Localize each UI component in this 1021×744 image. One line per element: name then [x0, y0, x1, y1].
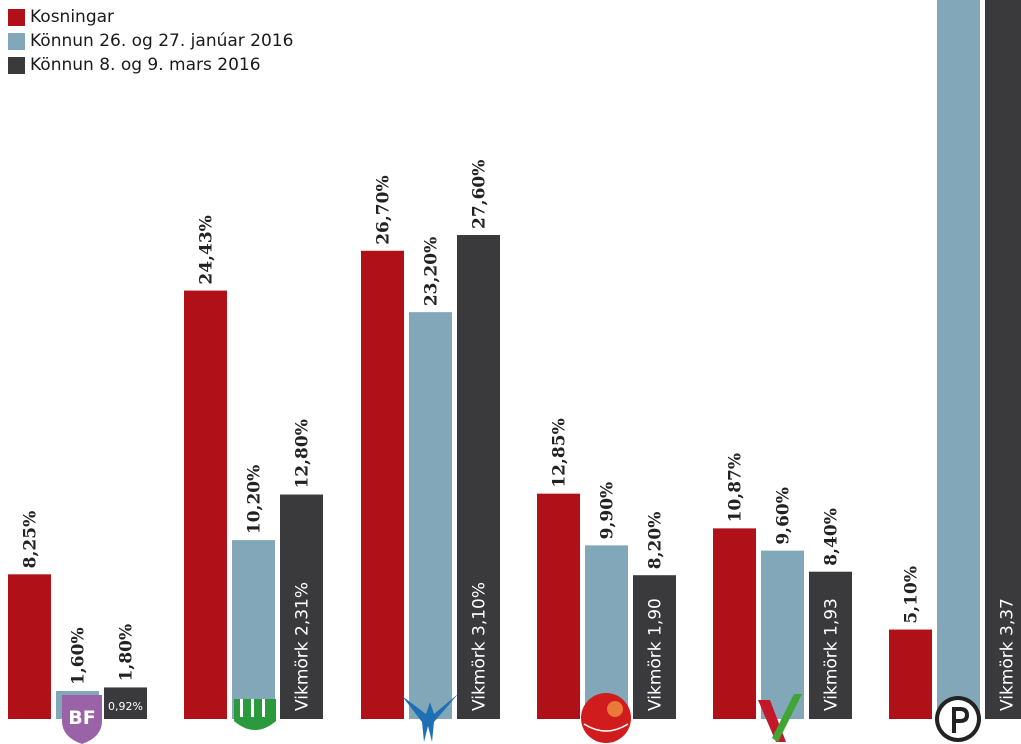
value-label-konnun-januar-3: 23,20%	[422, 237, 442, 306]
bf-logo-icon: BF	[62, 695, 102, 744]
bar-kosningar-1	[8, 574, 51, 719]
bar-konnun-januar-4	[585, 545, 628, 719]
legend-item-konnun-januar: Könnun 26. og 27. janúar 2016	[8, 29, 293, 53]
logos-layer: BF	[62, 693, 981, 744]
margin-of-error-label-4: Vikmörk 1,90	[646, 598, 666, 711]
value-label-kosningar-3: 26,70%	[374, 175, 394, 244]
value-label-kosningar-4: 12,85%	[550, 418, 570, 487]
value-label-konnun-mars-4: 8,20%	[646, 512, 666, 570]
value-label-konnun-januar-1: 1,60%	[69, 627, 89, 685]
margin-of-error-label-3: Vikmörk 3,10%	[470, 582, 490, 711]
margin-of-error-label-2: Vikmörk 2,31%	[293, 582, 313, 711]
value-label-konnun-januar-4: 9,90%	[598, 482, 618, 540]
svg-text:BF: BF	[68, 707, 95, 729]
rose-logo-icon	[581, 693, 631, 743]
legend-label-kosningar: Kosningar	[30, 7, 115, 27]
legend-item-kosningar: Kosningar	[8, 5, 293, 29]
bar-kosningar-4	[537, 493, 580, 719]
value-label-kosningar-2: 24,43%	[197, 215, 217, 284]
value-label-konnun-mars-2: 12,80%	[293, 419, 313, 488]
legend-label-konnun-januar: Könnun 26. og 27. janúar 2016	[30, 31, 294, 51]
bar-kosningar-6	[889, 629, 932, 719]
value-label-konnun-januar-2: 10,20%	[245, 465, 265, 534]
bar-konnun-mars-3	[457, 234, 500, 720]
margin-of-error-label-1: 0,92%	[108, 700, 143, 713]
pirate-logo-icon	[935, 696, 981, 742]
bar-konnun-mars-5	[809, 571, 852, 719]
legend-swatch-konnun-januar	[8, 32, 25, 50]
margin-of-error-label-5: Vikmörk 1,93	[822, 598, 842, 711]
value-label-kosningar-1: 8,25%	[21, 511, 41, 569]
bar-konnun-januar-3	[409, 312, 452, 719]
legend-swatch-konnun-mars	[8, 56, 25, 74]
bar-kosningar-2	[184, 290, 227, 719]
bar-konnun-mars-6	[985, 0, 1021, 719]
value-label-konnun-januar-5: 9,60%	[774, 487, 794, 545]
bar-konnun-januar-6	[937, 0, 980, 719]
bars-layer	[8, 0, 1021, 720]
bar-konnun-mars-2	[280, 494, 323, 719]
bar-konnun-januar-5	[761, 550, 804, 719]
value-label-konnun-mars-1: 1,80%	[117, 624, 137, 682]
labels-layer: 8,25% 1,60% 1,80% 0,92% 24,43% 10,20% 12,80% Vi…	[21, 160, 1018, 713]
value-label-kosningar-5: 10,87%	[726, 453, 746, 522]
legend-swatch-kosningar	[8, 8, 25, 26]
bar-konnun-januar-2	[232, 540, 275, 719]
bar-konnun-mars-4	[633, 575, 676, 719]
bar-kosningar-3	[361, 250, 404, 719]
falcon-logo-icon	[402, 694, 458, 742]
legend-item-konnun-mars: Könnun 8. og 9. mars 2016	[8, 53, 293, 77]
value-label-konnun-mars-3: 27,60%	[470, 160, 490, 229]
chart-legend: Kosningar Könnun 26. og 27. janúar 2016 …	[8, 5, 293, 77]
bar-konnun-mars-1	[104, 687, 147, 719]
legend-label-konnun-mars: Könnun 8. og 9. mars 2016	[30, 55, 261, 75]
value-label-konnun-mars-5: 8,40%	[822, 508, 842, 566]
framsokn-logo-icon	[234, 699, 276, 730]
margin-of-error-label-6: Vikmörk 3,37	[998, 598, 1018, 711]
bar-kosningar-5	[713, 528, 756, 719]
vg-logo-icon	[758, 694, 802, 742]
value-label-kosningar-6: 5,10%	[902, 566, 922, 624]
